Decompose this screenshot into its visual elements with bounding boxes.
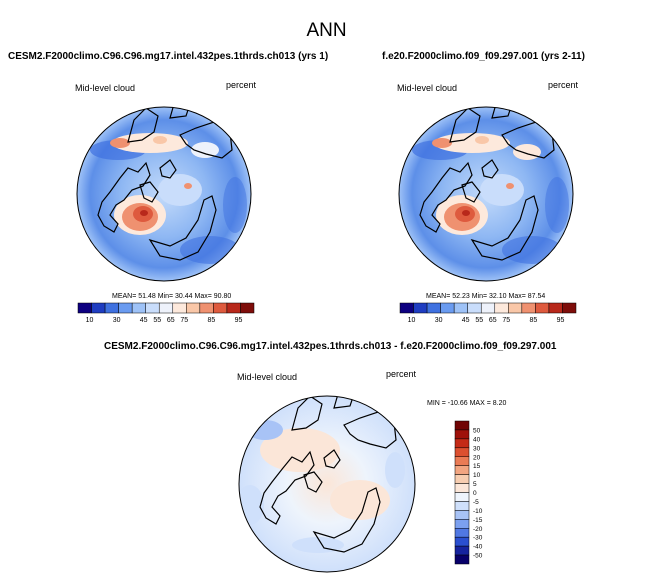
difference-colorbar-swatch <box>454 429 470 440</box>
right-colorbar-swatch <box>399 302 414 314</box>
right-colorbar-swatch <box>494 302 509 314</box>
difference-colorbar-swatch <box>454 501 470 511</box>
right-units-label: percent <box>548 80 579 90</box>
left-colorbar-swatch <box>104 302 119 314</box>
right-colorbar-tick-label: 75 <box>502 317 510 324</box>
difference-colorbar-swatch <box>454 474 470 484</box>
left-colorbar-swatch <box>145 302 160 314</box>
right-colorbar-tick-label: 45 <box>462 317 470 324</box>
right-colorbar-tick-label: 10 <box>408 317 416 324</box>
left-colorbar-swatch <box>77 302 92 314</box>
difference-colorbar-swatch <box>454 536 470 547</box>
difference-colorbar-swatch <box>454 447 470 457</box>
right-colorbar-tick-label: 95 <box>557 317 565 324</box>
difference-colorbar-swatch <box>454 545 470 556</box>
difference-colorbar-tick-label: -15 <box>473 517 483 524</box>
difference-colorbar-swatch <box>454 519 470 529</box>
right-colorbar-tick-label: 30 <box>435 317 443 324</box>
difference-colorbar-tick-label: 10 <box>473 472 481 479</box>
right-stats: MEAN= 52.23 Min= 32.10 Max= 87.54 <box>426 293 546 300</box>
difference-colorbar-tick-label: 5 <box>473 481 477 488</box>
right-colorbar-swatch <box>440 302 455 314</box>
difference-colorbar-tick-label: 15 <box>473 463 481 470</box>
difference-colorbar-tick-label: -20 <box>473 526 483 533</box>
left-case-title: CESM2.F2000climo.C96.C96.mg17.intel.432p… <box>8 51 329 62</box>
difference-colorbar-swatch <box>454 554 470 565</box>
difference-colorbar-swatch <box>454 483 470 493</box>
difference-colorbar-tick-label: -10 <box>473 508 483 515</box>
difference-colorbar-tick-label: 0 <box>473 490 477 497</box>
difference-colorbar-swatch <box>454 528 470 538</box>
left-colorbar-swatch <box>172 302 187 314</box>
difference-colorbar-tick-label: -30 <box>473 535 483 542</box>
difference-colorbar-tick-label: 40 <box>473 436 481 443</box>
left-colorbar: 10 30 45 55 65 75 85 95 <box>77 302 255 324</box>
right-colorbar-swatch <box>467 302 482 314</box>
right-colorbar-tick-label: 55 <box>475 317 483 324</box>
right-colorbar-swatch <box>426 302 441 314</box>
difference-colorbar-tick-label: -5 <box>473 499 479 506</box>
left-colorbar-tick-label: 85 <box>207 317 215 324</box>
difference-colorbar-swatch <box>454 438 470 449</box>
left-colorbar-swatch <box>91 302 106 314</box>
right-colorbar-swatch <box>548 302 563 314</box>
right-variable-label: Mid-level cloud <box>397 83 458 93</box>
right-colorbar-tick-label: 65 <box>489 317 497 324</box>
difference-polar-map <box>238 395 416 573</box>
left-colorbar-tick-label: 10 <box>86 317 94 324</box>
right-colorbar-swatch <box>480 302 496 314</box>
left-colorbar-swatch <box>186 302 201 314</box>
difference-colorbar-tick-label: 50 <box>473 427 481 434</box>
difference-colorbar-tick-label: 30 <box>473 445 481 452</box>
difference-colorbar-tick-label: -40 <box>473 544 483 551</box>
left-colorbar-tick-label: 55 <box>153 317 161 324</box>
diff-variable-label: Mid-level cloud <box>237 372 298 382</box>
left-colorbar-tick-label: 75 <box>180 317 188 324</box>
difference-colorbar-tick-label: -50 <box>473 553 483 560</box>
difference-colorbar-swatch <box>454 456 470 466</box>
left-colorbar-swatch <box>240 302 255 314</box>
left-stats: MEAN= 51.48 Min= 30.44 Max= 90.80 <box>112 293 232 300</box>
diff-stats: MIN = -10.66 MAX = 8.20 <box>427 400 507 407</box>
left-colorbar-tick-label: 30 <box>113 317 121 324</box>
difference-colorbar-swatch <box>454 510 470 520</box>
difference-colorbar-swatch <box>454 465 470 475</box>
left-colorbar-tick-label: 95 <box>235 317 243 324</box>
left-polar-map <box>76 106 252 282</box>
right-case-title: f.e20.F2000climo.f09_f09.297.001 (yrs 2-… <box>382 51 585 62</box>
left-colorbar-swatch <box>213 302 228 314</box>
left-colorbar-swatch <box>199 302 214 314</box>
diff-units-label: percent <box>386 369 417 379</box>
diff-case-title: CESM2.F2000climo.C96.C96.mg17.intel.432p… <box>104 341 557 352</box>
left-colorbar-swatch <box>226 302 241 314</box>
right-colorbar: 10 30 45 55 65 75 85 95 <box>399 302 577 324</box>
left-colorbar-swatch <box>131 302 146 314</box>
right-colorbar-swatch <box>535 302 550 314</box>
left-variable-label: Mid-level cloud <box>75 83 136 93</box>
difference-colorbar-tick-label: 20 <box>473 454 481 461</box>
left-units-label: percent <box>226 80 257 90</box>
difference-colorbar-swatch <box>454 420 470 431</box>
figure-title: ANN <box>306 20 347 41</box>
left-colorbar-tick-label: 65 <box>167 317 175 324</box>
left-colorbar-swatch <box>158 302 174 314</box>
left-colorbar-swatch <box>118 302 133 314</box>
right-colorbar-swatch <box>508 302 523 314</box>
right-colorbar-swatch <box>453 302 468 314</box>
right-colorbar-swatch <box>521 302 536 314</box>
right-colorbar-swatch <box>562 302 577 314</box>
left-colorbar-tick-label: 45 <box>140 317 148 324</box>
right-polar-map <box>398 106 574 282</box>
difference-colorbar-swatch <box>454 492 470 502</box>
right-colorbar-swatch <box>413 302 428 314</box>
right-colorbar-tick-label: 85 <box>529 317 537 324</box>
